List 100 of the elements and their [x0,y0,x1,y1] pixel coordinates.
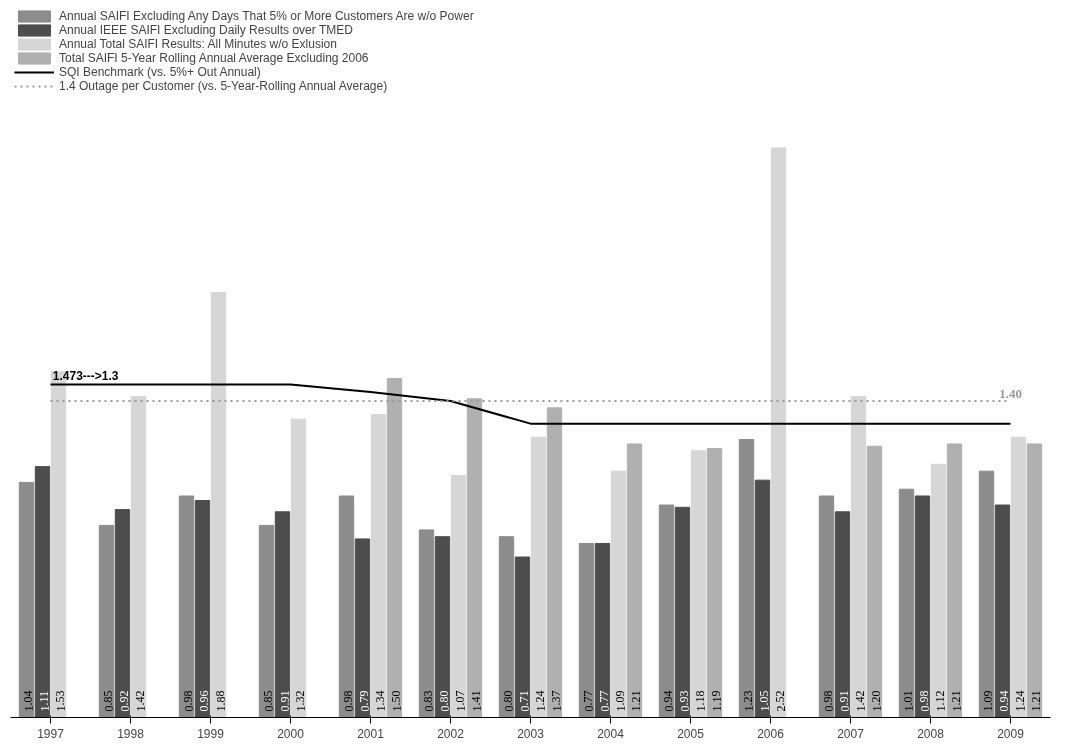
x-tick-label: 2007 [837,726,865,741]
bar [18,481,35,718]
data-label: 1.50 [389,690,404,712]
data-label: 1.23 [741,690,756,712]
bar [386,377,403,718]
data-label: 0.80 [437,690,452,712]
x-tick-label: 2002 [437,726,465,741]
bar [866,445,883,718]
bar [834,511,851,718]
bar [274,511,291,718]
legend-label: Annual Total SAIFI Results: All Minutes w/o Exlusion [59,37,337,51]
data-label: 0.77 [581,690,596,712]
bar [370,414,387,718]
data-label: 0.98 [341,690,356,712]
data-label: 1.12 [933,690,948,712]
bar [338,495,355,718]
data-label: 1.21 [629,690,644,712]
data-label: 0.71 [517,690,532,712]
data-label: 0.85 [101,690,116,712]
data-label: 0.94 [661,690,676,712]
data-label: 1.07 [453,690,468,712]
data-label: 0.98 [181,690,196,712]
data-label: 1.32 [293,690,308,712]
x-tick-label: 1998 [117,726,145,741]
x-tick-label: 2006 [757,726,785,741]
data-label: 1.40 [999,386,1022,402]
bar [706,448,723,718]
bar [946,443,963,718]
bar [978,470,995,718]
bar [1010,436,1027,718]
x-tick-label: 2005 [677,726,705,741]
x-tick-label: 1997 [37,726,65,741]
bar [930,463,947,718]
x-tick-label: 2009 [997,726,1025,741]
bar [530,436,547,718]
bar [194,500,211,718]
x-tick-label: 2004 [597,726,625,741]
bar [514,556,531,718]
data-label: 2.52 [773,690,788,712]
data-label: 0.96 [197,690,212,712]
x-tick-label: 1999 [197,726,225,741]
bar [994,504,1011,718]
bar [354,538,371,718]
bar [914,495,931,718]
data-label: 0.93 [677,690,692,712]
data-label: 1.41 [469,690,484,712]
data-label: 1.21 [949,690,964,712]
bar [418,529,435,718]
data-label: 1.05 [757,690,772,712]
bar [98,524,115,718]
bar [818,495,835,718]
data-label: 1.37 [549,690,564,712]
data-label: 1.19 [709,690,724,712]
data-label: 0.79 [357,690,372,712]
bar [610,470,627,718]
x-tick-label: 2000 [277,726,305,741]
bar [178,495,195,718]
bar [130,396,147,718]
data-label: 0.94 [997,690,1012,712]
data-label: 1.09 [613,690,628,712]
bar [466,398,483,718]
legend-label: Total SAIFI 5-Year Rolling Annual Average Excluding 2006 [59,51,369,65]
data-label: 1.01 [901,690,916,712]
data-label: 1.24 [1013,690,1028,712]
bar [290,418,307,718]
data-label: 1.34 [373,690,388,712]
data-label: 0.85 [261,690,276,712]
bar [1026,443,1043,718]
bar [546,407,563,718]
data-label: 1.88 [213,690,228,712]
legend-label: 1.4 Outage per Customer (vs. 5-Year-Rolling Annual Average) [59,79,388,93]
data-label: 0.91 [837,690,852,712]
x-tick-label: 2003 [517,726,545,741]
annotation: 1.473--->1.3 [52,368,119,383]
bar [594,542,611,718]
bar [450,475,467,718]
x-tick-label: 2008 [917,726,945,741]
data-label: 1.04 [21,690,36,712]
bar [770,147,787,718]
bar [34,466,51,718]
data-label: 1.53 [53,690,68,712]
data-label: 1.42 [853,690,868,712]
bar [210,292,227,718]
bar [658,504,675,718]
bar [578,542,595,718]
data-label: 1.21 [1029,690,1044,712]
legend-label: Annual IEEE SAIFI Excluding Daily Results over TMED [59,23,353,37]
bar [754,479,771,718]
bar [738,438,755,718]
data-label: 0.92 [117,690,132,712]
bar [258,524,275,718]
data-label: 0.98 [821,690,836,712]
bar [674,506,691,718]
bar [498,536,515,718]
bar [626,443,643,718]
data-label: 1.11 [37,690,52,712]
data-label: 0.80 [501,690,516,712]
data-label: 1.09 [981,690,996,712]
data-label: 0.98 [917,690,932,712]
bar [898,488,915,718]
